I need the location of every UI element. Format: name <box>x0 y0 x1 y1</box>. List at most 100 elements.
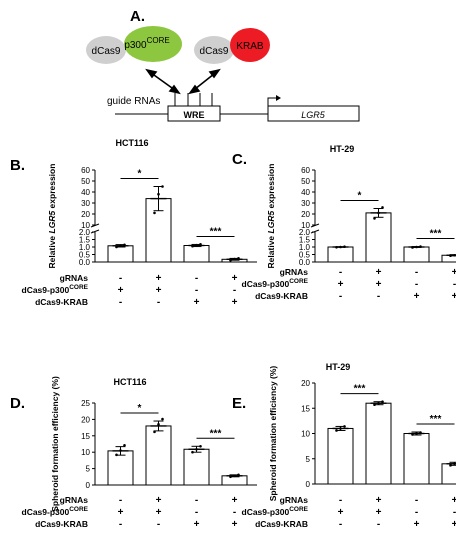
data-point <box>161 185 164 188</box>
condition-sign: + <box>414 519 420 530</box>
condition-row-label-sup: CORE <box>289 278 308 285</box>
data-point <box>161 417 164 421</box>
data-point <box>411 246 414 249</box>
data-point <box>453 462 456 466</box>
y-tick-label: 0.0 <box>299 258 311 267</box>
y-tick-label: 30 <box>81 199 90 208</box>
data-point <box>229 475 232 479</box>
data-point <box>237 473 240 477</box>
condition-row-label-text: dCas9-KRAB <box>255 291 308 301</box>
dcas9-right-shape <box>194 36 234 64</box>
panel-label: D. <box>10 395 25 412</box>
condition-sign: - <box>195 273 198 284</box>
bar <box>327 427 354 485</box>
chart-0: B. HCT116 0.00.51.01.52.010 20 30 40 50 60 Relat… <box>10 138 257 308</box>
y-tick-label: 1.5 <box>79 236 91 245</box>
condition-sign: - <box>415 495 418 506</box>
bar <box>145 425 172 486</box>
data-point <box>335 429 338 432</box>
data-point <box>453 253 456 257</box>
data-point <box>157 192 160 196</box>
wre-box <box>167 105 221 122</box>
data-point <box>233 257 236 261</box>
chart-title: HCT116 <box>115 138 148 148</box>
condition-row-label-text: dCas9-p300 <box>22 285 70 295</box>
data-point <box>195 243 198 247</box>
bar <box>107 245 134 263</box>
y-axis-label-part: expression <box>266 164 276 211</box>
condition-row-label: dCas9-p300CORE <box>22 284 89 295</box>
condition-sign: + <box>118 285 124 296</box>
y-tick-label: 0 <box>306 480 311 489</box>
chart-1: C. HT-29 0.00.51.01.52.010 20 30 40 50 60 Relati… <box>232 144 456 302</box>
chart-3: E. HT-29 0 5 10 15 20 Spheroid formation effici… <box>232 362 456 530</box>
dcas9-left-label: dCas9 <box>92 46 121 57</box>
data-point <box>123 243 126 247</box>
condition-sign: - <box>195 495 198 506</box>
y-tick-label: 0.5 <box>79 251 91 260</box>
guide-rnas-label: guide RNAs <box>107 96 160 107</box>
condition-sign: + <box>156 285 162 296</box>
condition-sign: - <box>415 267 418 278</box>
data-point <box>153 211 156 215</box>
data-point <box>373 217 376 220</box>
condition-sign: + <box>156 273 162 284</box>
data-point <box>377 211 380 215</box>
condition-sign: + <box>232 273 238 284</box>
y-tick-label: 0.5 <box>299 251 311 260</box>
data-point <box>381 206 384 209</box>
condition-sign: + <box>376 279 382 290</box>
condition-row-label-text: dCas9-KRAB <box>35 519 88 529</box>
y-tick-label: 50 <box>301 177 310 186</box>
condition-sign: + <box>376 495 382 506</box>
panel-label: E. <box>232 395 246 412</box>
y-tick-label: 5 <box>306 455 311 464</box>
condition-row-label-text: gRNAs <box>60 495 89 505</box>
schematic-panel: A. dCas9 p300CORE dCas9 KRAB guide RNAs <box>86 8 360 122</box>
bar <box>327 246 354 263</box>
condition-sign: + <box>156 495 162 506</box>
condition-sign: - <box>339 267 342 278</box>
y-tick-label: 40 <box>81 188 90 197</box>
condition-sign: - <box>233 285 236 296</box>
significance-label: *** <box>430 229 442 240</box>
condition-row-label-text: dCas9-p300 <box>242 507 290 517</box>
y-tick-label: 0 <box>86 481 91 490</box>
y-tick-label: 2.0 <box>299 228 311 237</box>
y-tick-label: 15 <box>81 432 90 441</box>
condition-sign: - <box>157 297 160 308</box>
y-axis-label: Relative LGR5 expression <box>47 164 57 269</box>
condition-sign: + <box>194 297 200 308</box>
y-axis-label-part: LGR5 <box>266 211 276 234</box>
condition-sign: - <box>339 495 342 506</box>
condition-row-label-text: gRNAs <box>280 267 309 277</box>
y-tick-label: 20 <box>81 415 90 424</box>
bar <box>183 245 210 263</box>
condition-sign: - <box>119 273 122 284</box>
condition-sign: + <box>376 507 382 518</box>
bar <box>403 246 430 263</box>
y-tick-label: 10 <box>81 448 90 457</box>
condition-row-label-text: dCas9-KRAB <box>255 519 308 529</box>
condition-row-label: dCas9-KRAB <box>35 519 88 529</box>
condition-row-label-text: gRNAs <box>280 495 309 505</box>
condition-row-label: dCas9-KRAB <box>35 297 88 307</box>
condition-sign: + <box>232 495 238 506</box>
condition-sign: - <box>119 519 122 530</box>
tss-arrow-head <box>276 95 281 101</box>
y-tick-label: 10 <box>301 221 310 230</box>
condition-sign: - <box>195 507 198 518</box>
data-point <box>449 254 452 257</box>
condition-sign: + <box>452 291 456 302</box>
panel-label: B. <box>10 157 25 174</box>
data-point <box>157 423 160 426</box>
krab-shape <box>230 28 270 62</box>
guide-rna-ticks <box>174 93 213 106</box>
y-axis-label: Relative LGR5 expression <box>266 164 276 269</box>
condition-sign: - <box>119 495 122 506</box>
condition-row-label: dCas9-p300CORE <box>242 278 309 289</box>
dcas9-left-shape <box>86 36 126 64</box>
panel-label-a: A. <box>130 8 145 25</box>
condition-sign: - <box>415 279 418 290</box>
y-tick-label: 20 <box>301 379 310 388</box>
